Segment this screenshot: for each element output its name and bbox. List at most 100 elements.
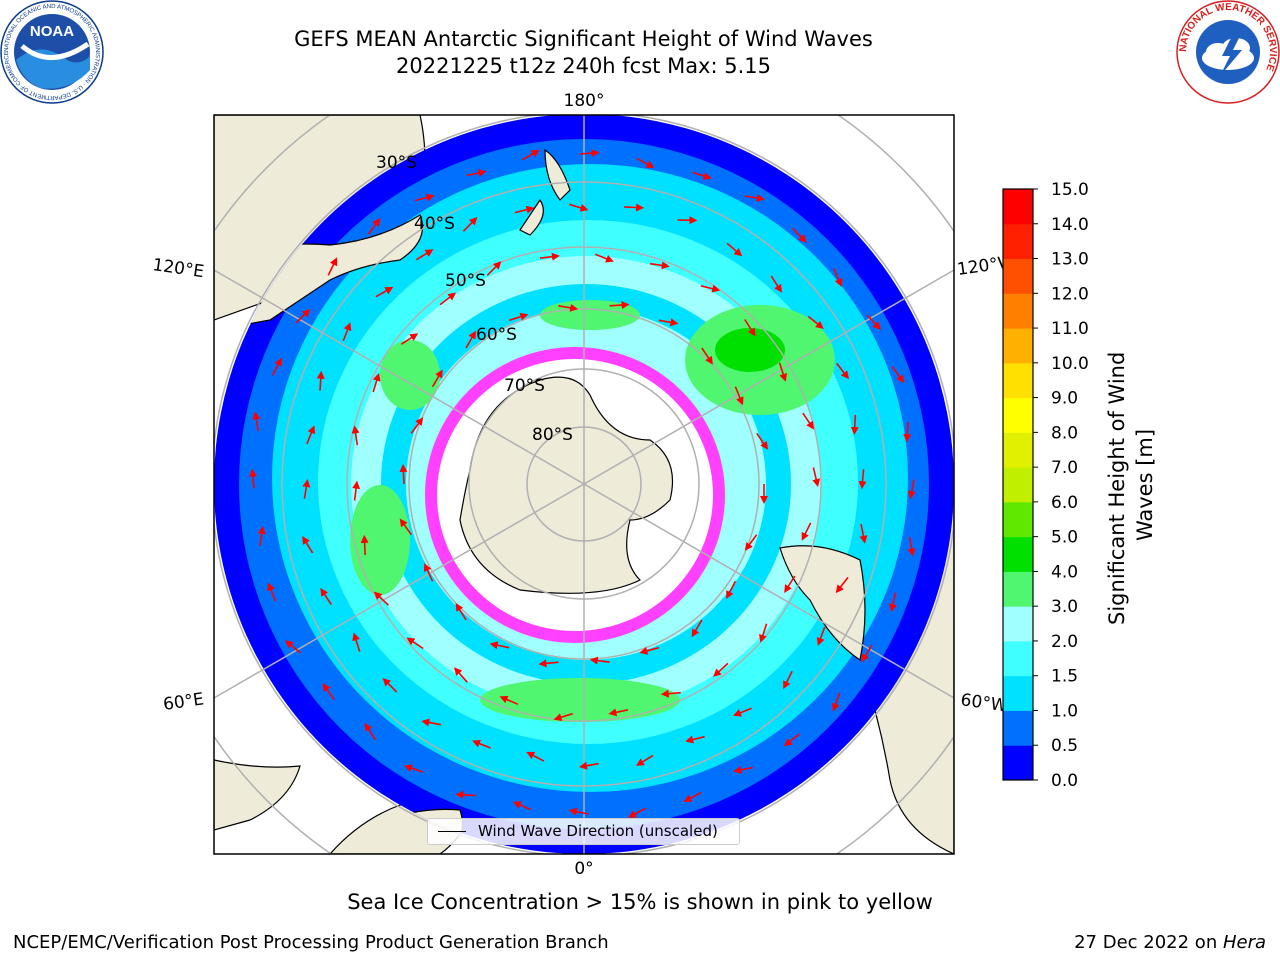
wind-wave-arrow: [792, 227, 807, 243]
wind-wave-arrow: [859, 523, 868, 544]
wind-wave-arrow: [734, 386, 744, 406]
wind-wave-arrow: [660, 689, 681, 698]
colorbar-tick-label: 11.0: [1051, 319, 1089, 339]
wind-wave-arrow: [636, 157, 655, 169]
nws-logo: NATIONAL WEATHER SERVICE: [1176, 0, 1280, 104]
wind-wave-arrow: [455, 790, 476, 799]
colorbar-swatch: [1003, 467, 1033, 503]
colorbar-tick-label: 1.0: [1051, 701, 1078, 721]
wind-wave-arrow: [414, 193, 435, 202]
wind-wave-arrow: [285, 640, 302, 654]
colorbar-label: Significant Height of Wind Waves [m]: [1105, 345, 1157, 625]
wind-wave-arrow: [649, 261, 670, 270]
map-frame: [213, 114, 955, 855]
wind-wave-arrow: [267, 582, 277, 602]
wind-wave-arrow: [558, 303, 579, 312]
wind-wave-arrow: [801, 522, 812, 541]
colorbar-tick-label: 3.0: [1051, 597, 1078, 617]
wind-wave-arrow: [691, 619, 703, 638]
colorbar-swatch: [1003, 189, 1033, 225]
wind-wave-arrow: [373, 591, 390, 606]
legend-label: Wind Wave Direction (unscaled): [478, 822, 718, 840]
colorbar-tick-label: 0.5: [1051, 736, 1078, 756]
wind-wave-arrow: [683, 791, 702, 802]
lat-label-40s: 40°S: [414, 214, 455, 234]
wind-wave-arrow: [783, 670, 793, 690]
footer-date: 27 Dec 2022 on Hera: [1074, 932, 1266, 953]
chart-subtitle: 20221225 t12z 240h fcst Max: 5.15: [396, 54, 771, 78]
colorbar-swatch: [1003, 501, 1033, 538]
colorbar-tick-label: 4.0: [1051, 562, 1078, 582]
wind-wave-arrow: [726, 580, 737, 600]
wind-wave-arrow: [744, 319, 756, 337]
legend: Wind Wave Direction (unscaled): [427, 818, 740, 845]
noaa-logo-text: NOAA: [30, 23, 74, 40]
lat-label-60s: 60°S: [476, 325, 517, 345]
wind-wave-arrows: [248, 149, 916, 818]
wind-wave-arrow: [770, 275, 782, 293]
wind-wave-arrow: [439, 292, 457, 306]
wind-wave-arrow: [327, 257, 338, 276]
wind-wave-arrow: [595, 253, 614, 263]
wind-wave-arrow: [508, 312, 529, 322]
wind-wave-arrow: [744, 534, 758, 551]
colorbar-swatch: [1003, 675, 1033, 711]
wind-wave-arrow: [609, 301, 630, 310]
wind-wave-arrow: [489, 641, 510, 650]
noaa-logo: NOAA NATIONAL OCEANIC AND ATMOSPHERIC AD…: [0, 0, 104, 104]
wind-wave-arrow: [685, 735, 705, 744]
colorbar-tick-label: 6.0: [1051, 493, 1078, 513]
wind-wave-arrow: [733, 765, 754, 774]
wind-wave-arrow: [486, 261, 502, 276]
colorbar-swatch: [1003, 258, 1033, 294]
wind-wave-arrow: [404, 764, 424, 773]
lon-label-60w: 60°W: [959, 690, 1008, 716]
wind-wave-arrow: [858, 469, 867, 490]
wind-wave-arrow: [453, 667, 468, 683]
wind-wave-arrow: [700, 284, 721, 293]
wind-wave-arrow: [539, 252, 560, 261]
lon-label-180: 180°: [564, 91, 605, 111]
wind-wave-arrow: [399, 518, 412, 536]
colorbar-swatch: [1003, 397, 1033, 433]
colorbar-tick-label: 15.0: [1051, 180, 1089, 200]
lat-label-30s: 30°S: [376, 153, 417, 173]
wind-wave-arrow: [639, 646, 660, 655]
colorbar-tick-label: 9.0: [1051, 389, 1078, 409]
colorbar-tick-label: 0.0: [1051, 771, 1078, 791]
wind-wave-arrow: [455, 602, 467, 621]
wind-wave-arrow: [406, 637, 424, 650]
wind-wave-arrow: [415, 249, 434, 261]
legend-line: [438, 831, 466, 832]
colorbar-swatch: [1003, 223, 1033, 260]
colorbar-swatch: [1003, 640, 1033, 677]
colorbar-tick-label: 10.0: [1051, 354, 1089, 374]
wind-wave-arrow: [907, 479, 916, 500]
wind-wave-arrow: [421, 718, 442, 727]
wind-wave-arrow: [306, 425, 316, 445]
wind-wave-arrow: [372, 372, 381, 393]
wind-wave-arrow: [816, 626, 826, 646]
colorbar-swatch: [1003, 362, 1033, 399]
wind-wave-arrow: [608, 708, 629, 717]
wind-wave-arrow: [302, 535, 314, 554]
lon-label-120e: 120°E: [151, 255, 205, 282]
colorbar: 0.0 0.5 1.0 1.5 2.0 3.0 4.0 5.0 6.0 7.0 8.0 9.0 10.0…: [1002, 180, 1089, 791]
wind-wave-arrow: [320, 587, 332, 606]
wind-wave-arrow: [248, 468, 257, 489]
colorbar-swatch: [1003, 710, 1033, 746]
wind-wave-arrow: [812, 467, 821, 487]
wind-wave-arrow: [375, 286, 394, 298]
wind-wave-arrow: [784, 575, 796, 593]
wind-wave-arrow: [568, 807, 589, 816]
wind-wave-arrow: [726, 242, 743, 257]
wind-wave-arrow: [410, 417, 424, 434]
wind-wave-arrow: [783, 733, 800, 747]
colorbar-tick-label: 5.0: [1051, 528, 1078, 548]
wind-wave-arrow: [778, 362, 788, 382]
wind-wave-arrow: [295, 308, 311, 324]
wind-wave-arrow: [907, 536, 916, 557]
wind-wave-arrow: [624, 203, 645, 212]
wind-wave-arrow: [526, 751, 545, 762]
